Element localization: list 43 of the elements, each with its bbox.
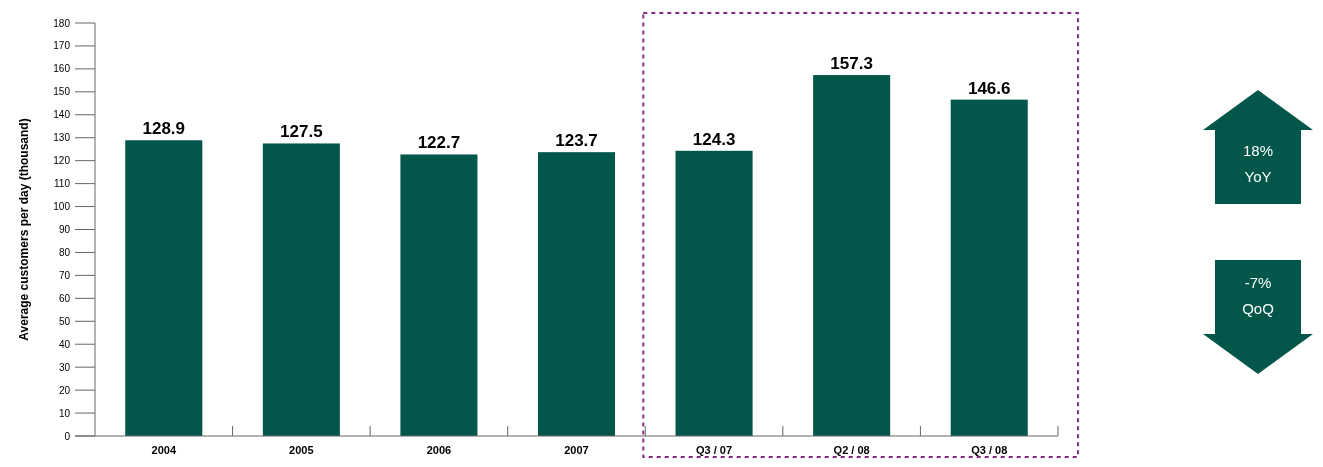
y-tick-label: 0 bbox=[64, 430, 71, 442]
bar bbox=[537, 152, 616, 436]
bar bbox=[125, 140, 203, 436]
x-tick-label: 2007 bbox=[564, 444, 589, 456]
data-label: 123.7 bbox=[555, 131, 598, 151]
x-tick-label: Q3 / 07 bbox=[696, 444, 733, 456]
y-tick-label: 80 bbox=[58, 246, 71, 258]
bar bbox=[262, 143, 340, 436]
data-label: 146.6 bbox=[967, 78, 1011, 98]
data-label: 128.9 bbox=[142, 119, 186, 139]
data-label: 122.7 bbox=[417, 133, 461, 153]
y-tick-label: 140 bbox=[53, 109, 71, 121]
bar bbox=[675, 150, 753, 436]
y-tick-label: 10 bbox=[58, 407, 71, 419]
bar bbox=[400, 154, 478, 436]
data-label: 124.3 bbox=[692, 129, 736, 149]
text: 18% YoY bbox=[1242, 142, 1274, 185]
y-tick-label: 60 bbox=[58, 292, 71, 304]
y-tick-label: 160 bbox=[53, 63, 71, 75]
y-tick-label: 180 bbox=[53, 17, 71, 29]
x-tick-label: Q2 / 08 bbox=[833, 444, 870, 456]
y-tick-label: 20 bbox=[58, 384, 71, 396]
y-tick-label: 30 bbox=[58, 361, 71, 373]
x-tick-label: Q3 / 08 bbox=[971, 444, 1008, 456]
y-tick-label: 100 bbox=[53, 201, 71, 213]
bar bbox=[813, 75, 891, 436]
data-label: 157.3 bbox=[830, 54, 873, 74]
y-tick-label: 150 bbox=[53, 86, 71, 98]
y-tick-label: 90 bbox=[58, 224, 71, 235]
y-tick-label: 40 bbox=[58, 338, 71, 350]
x-tick-label: 2005 bbox=[289, 444, 314, 456]
x-tick-label: 2006 bbox=[426, 444, 452, 456]
x-tick-label: 2004 bbox=[151, 444, 177, 456]
text: -7% QoQ bbox=[1242, 274, 1274, 317]
y-tick-label: 50 bbox=[58, 315, 71, 327]
data-label: 127.5 bbox=[280, 122, 323, 142]
y-tick-label: 130 bbox=[53, 132, 71, 144]
y-tick-label: 70 bbox=[58, 269, 71, 281]
y-tick-label: 170 bbox=[53, 40, 71, 52]
y-axis-title: Average customers per day (thousand) bbox=[17, 118, 31, 341]
bar bbox=[950, 99, 1028, 436]
y-tick-label: 110 bbox=[54, 178, 71, 190]
y-tick-label: 120 bbox=[53, 155, 71, 167]
